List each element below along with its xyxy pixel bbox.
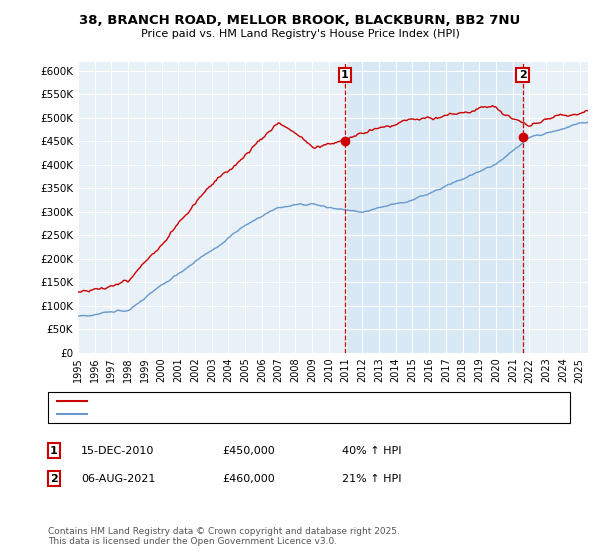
- Text: 40% ↑ HPI: 40% ↑ HPI: [342, 446, 401, 456]
- Bar: [345, 62, 523, 353]
- Text: 38, BRANCH ROAD, MELLOR BROOK, BLACKBURN, BB2 7NU: 38, BRANCH ROAD, MELLOR BROOK, BLACKBURN…: [79, 14, 521, 27]
- Text: Contains HM Land Registry data © Crown copyright and database right 2025.
This d: Contains HM Land Registry data © Crown c…: [48, 526, 400, 546]
- Text: £460,000: £460,000: [222, 474, 275, 484]
- Text: 2: 2: [50, 474, 58, 484]
- Text: 21% ↑ HPI: 21% ↑ HPI: [342, 474, 401, 484]
- Text: 06-AUG-2021: 06-AUG-2021: [81, 474, 155, 484]
- Text: 1: 1: [341, 70, 349, 80]
- Text: £450,000: £450,000: [222, 446, 275, 456]
- Text: 15-DEC-2010: 15-DEC-2010: [81, 446, 154, 456]
- Text: 2: 2: [518, 70, 526, 80]
- Text: HPI: Average price, detached house, Ribble Valley: HPI: Average price, detached house, Ribb…: [93, 409, 353, 419]
- Text: 38, BRANCH ROAD, MELLOR BROOK, BLACKBURN, BB2 7NU (detached house): 38, BRANCH ROAD, MELLOR BROOK, BLACKBURN…: [93, 395, 497, 405]
- Text: Price paid vs. HM Land Registry's House Price Index (HPI): Price paid vs. HM Land Registry's House …: [140, 29, 460, 39]
- Text: 1: 1: [50, 446, 58, 456]
